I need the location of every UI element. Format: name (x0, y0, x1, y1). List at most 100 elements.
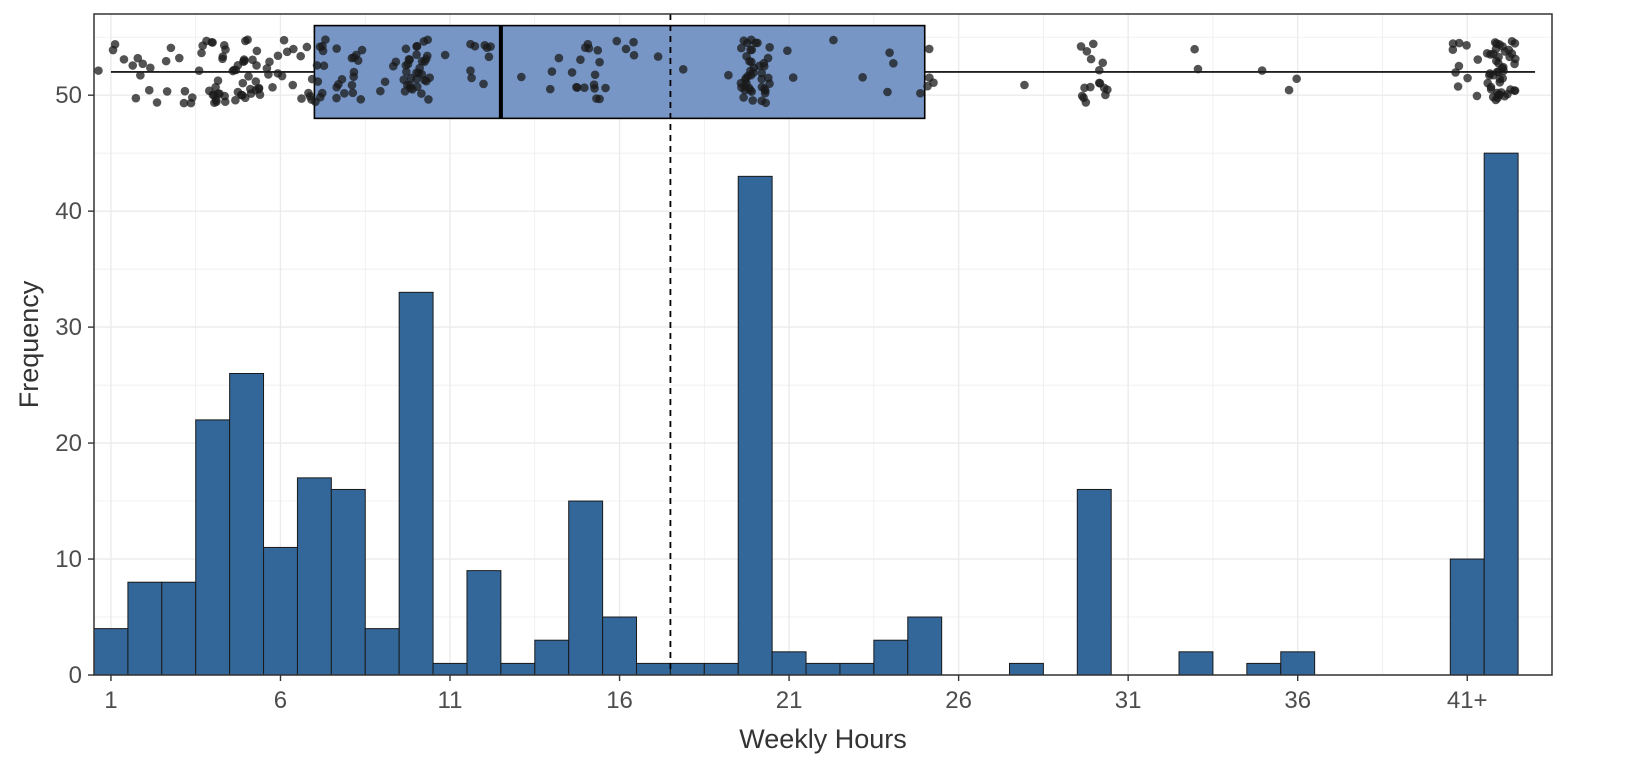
jitter-point (572, 82, 581, 92)
jitter-point (757, 68, 767, 78)
y-tick-label: 10 (55, 546, 82, 573)
jitter-point (282, 47, 292, 57)
jitter-point (740, 85, 750, 95)
jitter-point (737, 43, 746, 53)
jitter-point (829, 35, 838, 45)
jitter-point (593, 46, 603, 55)
jitter-point (1482, 49, 1492, 58)
jitter-point (889, 58, 898, 68)
jitter-point (1448, 45, 1458, 55)
x-tick-label: 1 (104, 687, 117, 714)
jitter-point (265, 57, 274, 67)
jitter-point (356, 95, 366, 104)
jitter-point (166, 43, 176, 53)
jitter-point (412, 74, 421, 84)
jitter-point (589, 80, 599, 89)
jitter-point (1086, 82, 1095, 92)
histogram-bars (93, 152, 1519, 676)
jitter-point (1473, 55, 1483, 64)
jitter-point (136, 71, 145, 80)
histogram-bar (669, 662, 705, 676)
histogram-bar (907, 616, 943, 676)
y-tick-label: 20 (55, 430, 82, 457)
jitter-point (357, 45, 367, 55)
jitter-point (629, 37, 638, 47)
jitter-point (404, 55, 414, 64)
histogram-bar (602, 616, 638, 676)
jitter-point (207, 37, 217, 47)
histogram-bar (432, 662, 468, 676)
jitter-point (255, 90, 265, 100)
jitter-point (1493, 93, 1502, 103)
jitter-point (580, 83, 589, 92)
jitter-point (746, 45, 755, 55)
jitter-point (1485, 69, 1495, 78)
jitter-point (580, 43, 590, 53)
jitter-point (315, 42, 325, 52)
histogram-bar (534, 639, 570, 676)
jitter-point (765, 43, 774, 52)
y-axis-title: Frequency (14, 280, 44, 408)
jitter-point (1284, 85, 1294, 95)
jitter-point (747, 57, 756, 67)
histogram-bar (500, 662, 536, 676)
jitter-point (653, 52, 663, 61)
jitter-point (755, 61, 764, 71)
jitter-point (1086, 54, 1096, 64)
jitter-point (288, 80, 298, 90)
jitter-point (412, 50, 421, 60)
jitter-point (279, 35, 289, 45)
jitter-point (412, 41, 422, 51)
jitter-point (252, 46, 262, 56)
jitter-point (486, 42, 495, 51)
jitter-point (420, 75, 429, 85)
jitter-point (332, 44, 341, 53)
jitter-point (1098, 58, 1108, 68)
jitter-point (760, 84, 769, 94)
jitter-point (319, 61, 329, 71)
jitter-point (131, 93, 141, 103)
jitter-point (724, 70, 733, 80)
jitter-point (629, 50, 639, 60)
jitter-point (595, 57, 604, 67)
jitter-point (337, 74, 347, 84)
jitter-point (1462, 40, 1471, 50)
jitter-point (307, 74, 317, 84)
jitter-point (262, 64, 272, 73)
jitter-point (194, 66, 204, 75)
histogram-bar (703, 662, 739, 676)
jitter-point (349, 67, 359, 77)
jitter-point (883, 87, 892, 97)
histogram-bar (330, 488, 366, 676)
jitter-point (388, 61, 398, 71)
x-tick-label: 21 (776, 687, 803, 714)
jitter-point (380, 77, 390, 87)
jitter-point (1193, 64, 1203, 74)
jitter-point (161, 56, 171, 66)
jitter-point (466, 66, 475, 75)
jitter-point (1503, 89, 1512, 99)
jitter-point (332, 93, 341, 103)
jitter-point (297, 94, 306, 103)
histogram-bar (839, 662, 875, 676)
jitter-point (742, 52, 751, 61)
jitter-point (1507, 36, 1517, 46)
jitter-point (858, 72, 867, 82)
jitter-point (146, 63, 155, 73)
jitter-point (1486, 82, 1496, 92)
jitter-point (162, 87, 172, 96)
jitter-point (221, 45, 230, 54)
histogram-bar (805, 662, 841, 676)
jitter-point (1076, 42, 1086, 51)
jitter-point (340, 89, 349, 98)
jitter-point (1489, 49, 1498, 59)
jitter-point (467, 73, 476, 83)
jitter-point (1257, 66, 1267, 75)
jitter-point (213, 89, 223, 98)
jitter-point (231, 95, 240, 105)
histogram-bar (873, 639, 909, 676)
jitter-point (273, 51, 283, 61)
histogram-bar (93, 628, 129, 676)
jitter-point (1094, 65, 1104, 75)
